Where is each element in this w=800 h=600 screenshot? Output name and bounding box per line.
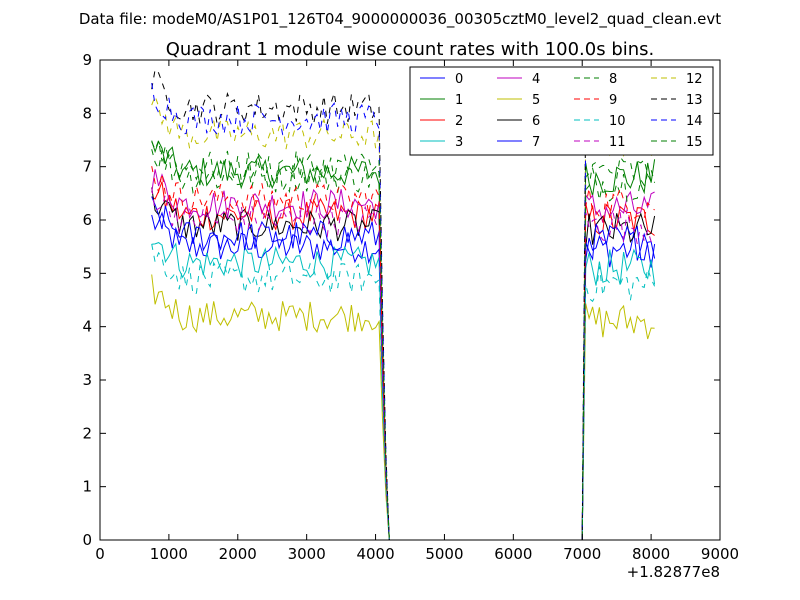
x-tick-label: 7000 xyxy=(563,545,601,563)
x-tick-label: 4000 xyxy=(356,545,394,563)
axis-ticks: 0 1000 2000 3000 4000 5000 6000 7000 8000 9000012… xyxy=(82,51,739,563)
legend-label-4: 4 xyxy=(532,72,540,87)
legend-label-6: 6 xyxy=(532,114,540,129)
y-tick-label: 9 xyxy=(82,51,92,69)
series-line-9 xyxy=(151,166,655,541)
legend-label-9: 9 xyxy=(609,93,617,108)
y-tick-label: 0 xyxy=(82,531,92,549)
data-file-label: Data file: modeM0/AS1P01_126T04_90000000… xyxy=(79,10,721,29)
x-tick-label: 1000 xyxy=(150,545,188,563)
series-line-12 xyxy=(151,94,656,541)
y-tick-label: 3 xyxy=(82,371,92,389)
series-line-4 xyxy=(151,169,655,541)
legend-label-5: 5 xyxy=(532,93,540,108)
series-line-8 xyxy=(151,149,656,541)
chart-title: Quadrant 1 module wise count rates with … xyxy=(166,39,655,60)
legend-box xyxy=(409,66,714,156)
series-line-0 xyxy=(151,211,656,541)
x-tick-label: 5000 xyxy=(425,545,463,563)
legend-label-3: 3 xyxy=(455,135,463,150)
series-line-11 xyxy=(151,187,655,541)
legend-label-8: 8 xyxy=(609,72,617,87)
series-line-15 xyxy=(151,138,655,541)
y-tick-label: 8 xyxy=(82,104,92,122)
series-line-6 xyxy=(151,187,656,541)
x-tick-label: 0 xyxy=(95,545,105,563)
y-tick-label: 7 xyxy=(82,158,92,176)
legend-label-0: 0 xyxy=(455,72,463,87)
legend-label-2: 2 xyxy=(455,114,463,129)
legend-label-10: 10 xyxy=(609,114,626,129)
axes-frame xyxy=(99,59,721,541)
x-tick-label: 3000 xyxy=(288,545,326,563)
x-tick-label: 8000 xyxy=(632,545,670,563)
y-tick-label: 4 xyxy=(82,318,92,336)
y-tick-label: 2 xyxy=(82,424,92,442)
x-tick-label: 9000 xyxy=(701,545,739,563)
series-line-1 xyxy=(151,140,656,541)
series-line-7 xyxy=(151,196,656,541)
series-line-10 xyxy=(151,243,656,541)
legend-label-13: 13 xyxy=(686,93,703,108)
x-tick-label: 6000 xyxy=(494,545,532,563)
series-line-2 xyxy=(151,181,655,541)
y-tick-label: 1 xyxy=(82,478,92,496)
y-tick-label: 5 xyxy=(82,264,92,282)
y-tick-label: 6 xyxy=(82,211,92,229)
x-tick-label: 2000 xyxy=(219,545,257,563)
legend-label-12: 12 xyxy=(686,72,703,87)
legend-label-11: 11 xyxy=(609,135,626,150)
x-offset-label: +1.82877e8 xyxy=(627,563,720,581)
legend-label-1: 1 xyxy=(455,93,463,108)
series-line-5 xyxy=(151,274,655,541)
series-line-3 xyxy=(151,242,656,541)
legend-label-15: 15 xyxy=(686,135,703,150)
series-line-13 xyxy=(151,68,656,541)
legend-label-14: 14 xyxy=(686,114,703,129)
legend-label-7: 7 xyxy=(532,135,540,150)
